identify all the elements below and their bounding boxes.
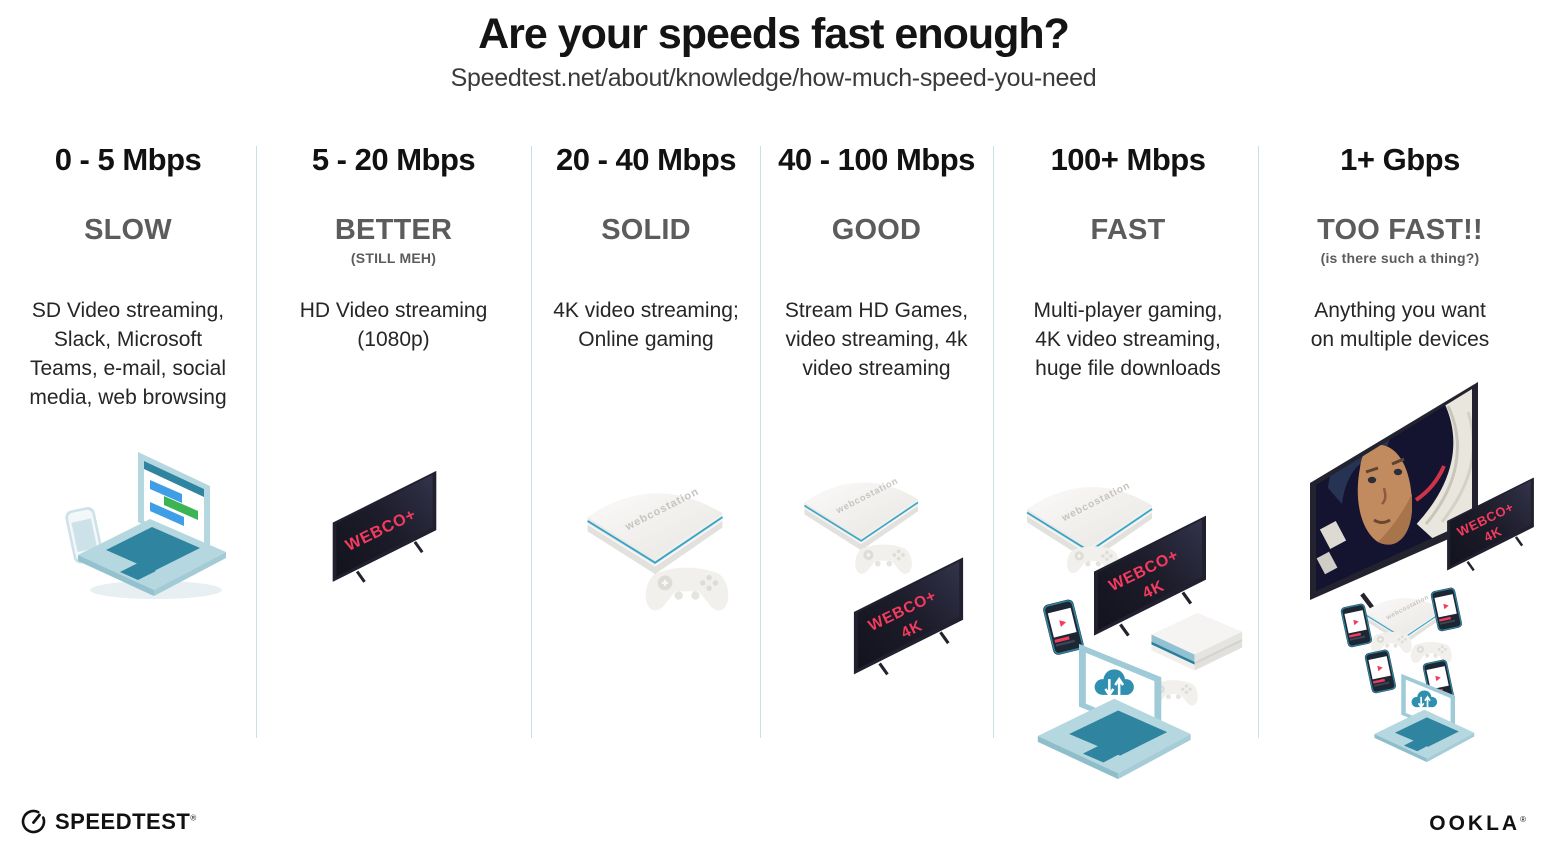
use-case-description: Multi-player gaming, 4K video streaming,… — [1033, 299, 1223, 380]
speed-range-label: 0 - 5 Mbps — [54, 142, 202, 177]
rating-note: (STILL MEH) — [350, 250, 437, 266]
multi-device-illustration: WEBCO+ 4K — [1008, 448, 1248, 788]
controller-icon — [1370, 631, 1413, 654]
column-divider — [256, 146, 257, 738]
trademark-symbol: ® — [1520, 815, 1529, 824]
trademark-symbol: ® — [190, 813, 197, 823]
page-subtitle: Speedtest.net/about/knowledge/how-much-s… — [450, 64, 1097, 92]
laptop-chat-illustration — [48, 450, 243, 607]
rating-label: FAST — [1090, 214, 1166, 246]
console-icon — [803, 474, 919, 552]
phone-video-icon — [1429, 586, 1464, 633]
use-case-description: 4K video streaming; Online gaming — [553, 299, 739, 351]
use-case-description: HD Video streaming (1080p) — [299, 299, 488, 351]
everything-illustration: WEBCO+ 4K — [1298, 368, 1547, 783]
tv-4k-label: 4K — [1482, 523, 1505, 544]
movie-tv-icon — [1310, 382, 1478, 612]
slab-console-icon — [1151, 612, 1243, 671]
chat-bubble-blue — [150, 502, 184, 526]
column-divider — [1258, 146, 1259, 738]
console-icon — [586, 484, 724, 576]
column-divider — [760, 146, 761, 738]
astronaut-screen — [1316, 389, 1472, 591]
column-20-40-mbps: 20 - 40 Mbps SOLID 4K video streaming; O… — [541, 142, 751, 354]
column-divider — [531, 146, 532, 738]
chat-bubble-green — [164, 496, 198, 520]
rating-label: GOOD — [831, 214, 922, 246]
controller-icon — [1410, 641, 1453, 664]
controller-icon — [854, 543, 913, 575]
speed-range-label: 20 - 40 Mbps — [555, 142, 737, 177]
game-console-illustration — [572, 452, 742, 627]
speedtest-logo: SPEEDTEST® — [20, 808, 197, 835]
rating-label: SOLID — [601, 214, 691, 246]
console-4k-tv-illustration: WEBCO+ 4K — [792, 450, 992, 695]
laptop-download-icon — [1036, 642, 1192, 781]
speed-range-label: 1+ Gbps — [1340, 142, 1460, 177]
speed-range-label: 100+ Mbps — [1050, 142, 1206, 177]
use-case-description: Anything you want on multiple devices — [1310, 299, 1490, 351]
use-case-description: Stream HD Games, video streaming, 4k vid… — [784, 299, 969, 380]
column-100-plus-mbps: 100+ Mbps FAST Multi-player gaming, 4K v… — [1003, 142, 1253, 383]
rating-note: (is there such a thing?) — [1320, 250, 1480, 266]
speedtest-gauge-icon — [21, 809, 46, 834]
hd-tv-illustration: WEBCO+ — [325, 448, 475, 648]
use-case-description: SD Video streaming, Slack, Microsoft Tea… — [29, 299, 227, 409]
rating-label: TOO FAST!! — [1317, 214, 1483, 246]
column-divider — [993, 146, 994, 738]
phone-video-icon — [1363, 648, 1398, 695]
speed-range-label: 5 - 20 Mbps — [311, 142, 476, 177]
chat-bubble-blue — [150, 480, 182, 503]
rating-label: BETTER — [334, 214, 453, 246]
speed-range-label: 40 - 100 Mbps — [778, 142, 975, 177]
ookla-logo: OOKLA® — [1429, 812, 1529, 835]
column-5-20-mbps: 5 - 20 Mbps BETTER (STILL MEH) HD Video … — [266, 142, 521, 354]
page-title: Are your speeds fast enough? — [478, 10, 1070, 58]
rating-label: SLOW — [84, 214, 172, 246]
phone-video-icon — [1339, 602, 1374, 649]
controller-icon — [644, 566, 730, 612]
tv-4k-icon: WEBCO+ 4K — [852, 555, 965, 676]
column-0-5-mbps: 0 - 5 Mbps SLOW SD Video streaming, Slac… — [10, 142, 246, 412]
column-1-plus-gbps: 1+ Gbps TOO FAST!! (is there such a thin… — [1268, 142, 1532, 354]
phone-video-icon — [1041, 597, 1086, 657]
laptop-icon — [78, 452, 226, 596]
tv-icon: WEBCO+ — [331, 469, 438, 584]
speedtest-wordmark: SPEEDTEST® — [55, 808, 197, 834]
column-40-100-mbps: 40 - 100 Mbps GOOD Stream HD Games, vide… — [770, 142, 983, 383]
